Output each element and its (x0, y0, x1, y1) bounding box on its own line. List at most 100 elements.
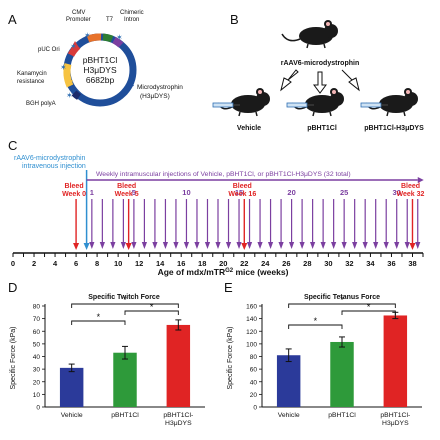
panel-a-letter: A (8, 12, 17, 27)
weekly-injections-label: Weekly intramuscular injections of Vehic… (96, 171, 351, 178)
bleed-label: Bleed (233, 183, 252, 190)
significance-bracket (288, 324, 343, 329)
axis-tick-label: 30 (324, 259, 332, 268)
injection-arrowhead (257, 242, 263, 249)
timeline-axis-label: Age of mdx/mTRG2 mice (weeks) (158, 267, 289, 277)
x-tick-label: H3μDYS (382, 420, 409, 427)
significance-star: * (314, 316, 318, 326)
significance-bracket (288, 303, 396, 308)
injection-arrowhead (394, 242, 400, 249)
y-tick-label: 10 (33, 392, 41, 399)
kanamycin-label: Kanamycin (17, 71, 47, 77)
significance-star: * (97, 312, 101, 322)
injection-arrowhead (267, 242, 274, 249)
bleed-week-label: Week 0 (62, 191, 86, 198)
t7-arc (102, 33, 114, 43)
axis-tick-label: 36 (387, 259, 395, 268)
injection-arrowhead (120, 242, 126, 249)
chimeric-label: Chimeric (120, 10, 144, 16)
y-tick-label: 0 (36, 405, 40, 412)
bleed-week-label: Week 5 (115, 191, 139, 198)
injection-arrowhead (278, 242, 284, 249)
star-icon: ✶ (60, 63, 67, 72)
injection-arrowhead (183, 242, 190, 249)
axis-tick-label: 2 (32, 259, 36, 268)
y-tick-label: 30 (33, 367, 41, 374)
group-label-pbht1cl: pBHT1Cl (307, 125, 337, 132)
significance-star: * (123, 295, 127, 305)
injection-arrowhead (215, 242, 221, 249)
panel-b: B rAAV6-microdystrophin (212, 12, 424, 132)
injection-number: 30 (393, 188, 401, 197)
injection-arrowhead (331, 242, 337, 249)
bar (330, 341, 354, 407)
injection-arrowhead (310, 242, 316, 249)
injection-arrowhead (341, 242, 347, 249)
syringe-icon (360, 102, 388, 108)
cmv-promoter-arc (86, 33, 102, 43)
bleed-arrowhead (409, 243, 416, 250)
injection-arrowhead (162, 242, 169, 249)
puc-arrowhead (72, 41, 78, 47)
axis-tick-label: 4 (53, 259, 58, 268)
injection-number: 25 (340, 188, 348, 197)
axis-tick-label: 12 (135, 259, 143, 268)
axis-tick-label: 10 (114, 259, 122, 268)
y-tick-label: 40 (250, 379, 258, 386)
puc-ori-label: pUC Ori (38, 47, 60, 53)
injection-arrowhead (362, 242, 368, 249)
puc-ori-arc (67, 43, 81, 57)
axis-tick-label: 14 (156, 259, 165, 268)
arrow-down-icon (313, 71, 327, 94)
micro-arrowhead (126, 80, 134, 87)
injection-arrowhead (204, 242, 211, 249)
significance-bracket (124, 310, 179, 315)
chart-d-ylabel: Specific Force (kPa) (10, 326, 17, 389)
mouse-icon (291, 88, 344, 117)
chart-e-ylabel: Specific Force (kPa) (227, 326, 234, 389)
y-tick-label: 40 (33, 354, 41, 361)
y-tick-label: 80 (33, 304, 41, 311)
injection-arrowhead (352, 242, 358, 249)
y-tick-label: 60 (250, 367, 258, 374)
injection-arrowhead (131, 242, 137, 249)
bar (59, 367, 84, 407)
resistance-label: resistance (17, 79, 45, 85)
panel-a: A ✶ ✶ ✶ ✶ ✶ pBHT1Cl H3μDYS 6682bp CMV Pr… (8, 10, 183, 107)
bleed-week-label: Week 16 (228, 191, 256, 198)
axis-tick-label: 38 (408, 259, 416, 268)
chimeric-intron-arc (112, 36, 124, 48)
injection-arrowhead (373, 242, 379, 249)
bleed-arrowhead (73, 243, 80, 250)
axis-tick-label: 26 (282, 259, 290, 268)
injection-arrowhead (288, 242, 295, 249)
injection-arrowhead (152, 242, 158, 249)
bar (166, 324, 191, 407)
group-label-pbht1cl-h3udys: pBHT1Cl-H3μDYS (364, 125, 424, 132)
group-label-vehicle: Vehicle (237, 125, 261, 132)
panel-e: E Specific Tetanus Force Specific Force … (224, 280, 422, 427)
x-tick-label: pBHT1Cl (111, 412, 139, 419)
axis-tick-label: 0 (11, 259, 15, 268)
injection-arrowhead (194, 242, 200, 249)
injection-arrowhead (99, 242, 105, 249)
chart-d-plot: 0 10 20 30 40 50 60 70 80 Vehicle pBHT1Cl pBHT1Cl-H… (33, 295, 205, 427)
rAAV6-label: rAAV6-microdystrophin (281, 60, 359, 67)
intron-label: Intron (124, 17, 139, 23)
bleed-arrowhead (241, 243, 248, 250)
bleed-label: Bleed (65, 183, 84, 190)
axis-tick-label: 34 (366, 259, 375, 268)
x-tick-label: Vehicle (278, 412, 300, 419)
y-tick-label: 140 (246, 316, 257, 323)
cmv-label: CMV (72, 10, 85, 16)
y-tick-label: 100 (246, 341, 257, 348)
axis-tick-label: 8 (95, 259, 99, 268)
injection-arrowhead (320, 242, 326, 249)
chart-e-plot: 0 20 40 60 80 100 120 140 160 Vehicle pBHT1Cl pBHT1… (246, 295, 422, 427)
promoter-label: Promoter (66, 17, 91, 23)
injection-arrowhead (236, 242, 242, 249)
y-tick-label: 50 (33, 341, 41, 348)
injection-arrowhead (141, 242, 148, 249)
y-tick-label: 0 (253, 405, 257, 412)
injection-arrowhead (225, 242, 232, 249)
